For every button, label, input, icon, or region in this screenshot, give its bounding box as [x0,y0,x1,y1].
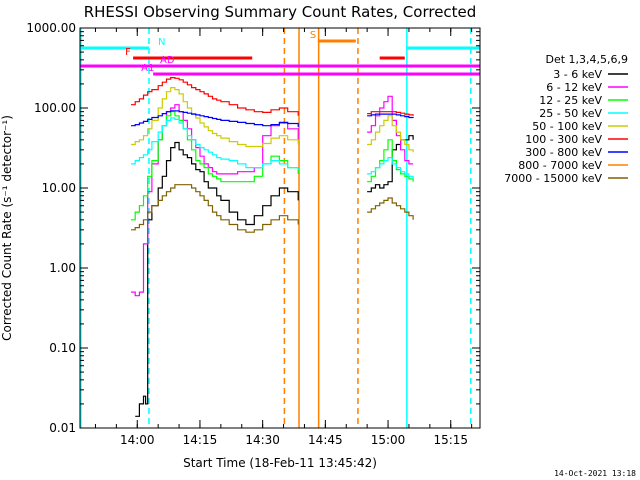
series-line [131,87,299,148]
series-line [131,117,299,170]
y-tick-label: 1000.00 [26,21,76,35]
x-tick-label: 14:45 [308,433,343,447]
series-line [367,135,414,193]
legend-label: 7000 - 15000 keV [504,172,602,185]
series-line [367,197,414,220]
y-tick-label: 0.01 [49,421,76,435]
legend-label: 6 - 12 keV [546,81,602,94]
legend-label: 12 - 25 keV [539,94,602,107]
plot-layer: N F S AD A1 [80,28,480,428]
flag-label-ad: AD [160,55,175,66]
x-tick-label: 14:00 [120,433,155,447]
series-line [367,95,414,165]
y-axis-label: Corrected Count Rate (s⁻¹ detector⁻¹) [0,115,14,341]
axes-layer: 1000.00 100.00 10.00 1.00 0.10 0.01 14:00 14:15… [26,21,481,447]
y-tick-label: 1.00 [49,261,76,275]
chart-title: RHESSI Observing Summary Count Rates, Co… [84,3,477,21]
y-tick-label: 0.10 [49,341,76,355]
series-line [131,184,299,233]
legend-label: 50 - 100 keV [532,120,602,133]
flag-label-a1: A1 [141,63,154,74]
x-tick-label: 14:30 [245,433,280,447]
flag-label-n: N [158,37,165,48]
footer-date: 14-Oct-2021 13:18 [554,469,636,478]
legend-label: 800 - 7000 keV [518,159,602,172]
x-tick-label: 15:00 [371,433,406,447]
flag-label-f: F [125,47,131,58]
series-line [367,115,414,153]
legend-label: 3 - 6 keV [553,68,602,81]
y-tick-label: 10.00 [42,181,76,195]
legend-label: 25 - 50 keV [539,107,602,120]
x-tick-label: 14:15 [183,433,218,447]
legend-label: 300 - 800 keV [525,146,602,159]
series-line [367,157,414,179]
series-line [367,113,414,119]
plot-frame [79,27,481,429]
x-axis-label: Start Time (18-Feb-11 13:45:42) [183,456,377,470]
series-line [131,77,299,116]
y-tick-label: 100.00 [34,101,76,115]
series-line [367,111,414,116]
x-tick-label: 15:15 [433,433,468,447]
series-line [131,111,299,221]
legend-label: 100 - 300 keV [525,133,602,146]
series-line [131,110,299,127]
flag-label-s: S [310,30,316,41]
legend-title: Det 1,3,4,5,6,9 [545,53,628,66]
